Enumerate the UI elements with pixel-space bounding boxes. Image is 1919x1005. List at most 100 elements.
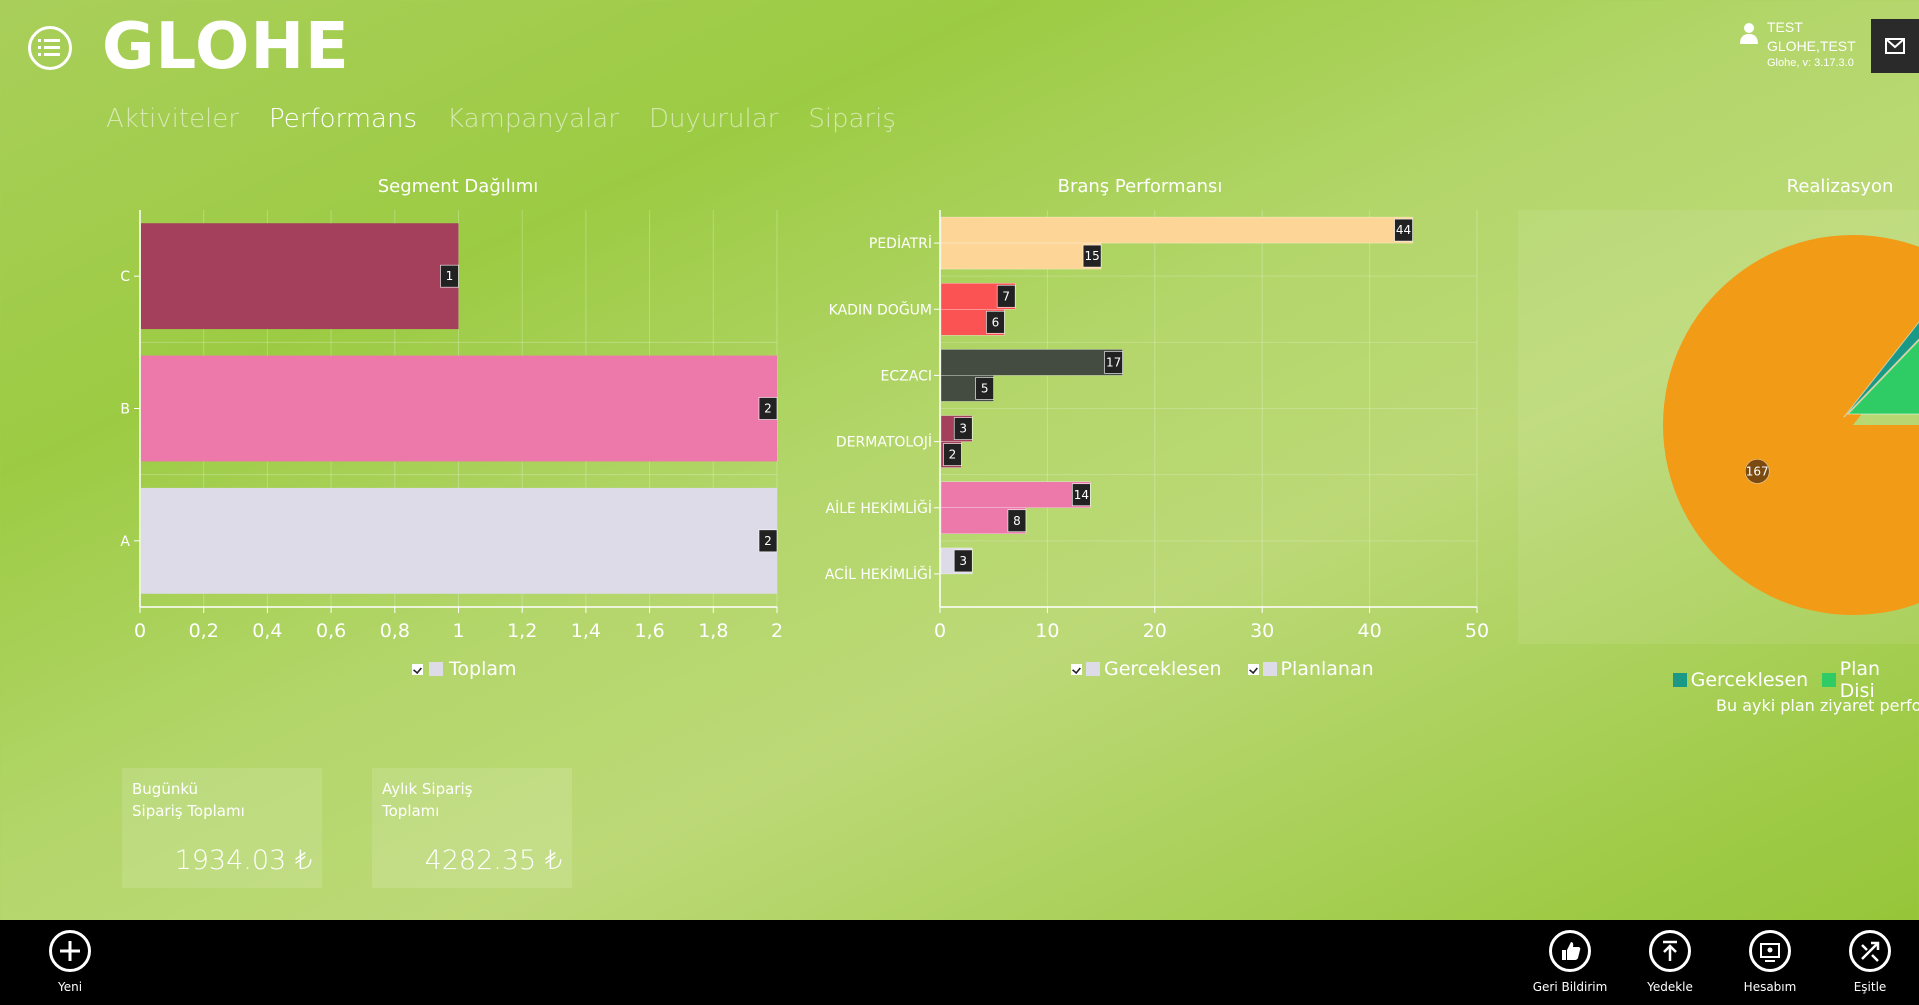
segment-legend: Toplam [412, 658, 517, 680]
brans-y-label-dermatoloji: DERMATOLOJİ [836, 433, 932, 451]
brans-label-planlanan-pedi-atri-bg [1082, 244, 1102, 268]
brans-label-planlanan-ai-le-heki-mli-i-bg [1007, 509, 1027, 533]
seg-data-label-c: 1 [440, 264, 459, 288]
seg-bar-b [141, 355, 777, 462]
brans-label-gerceklesen-ai-le-heki-mli-i-bg [1072, 483, 1091, 507]
brans-label-gerceklesen-dermatoloji: 3 [953, 417, 973, 440]
brans-label-planlanan-eczaci-bg [975, 377, 994, 400]
user-info[interactable]: TEST GLOHE,TEST Glohe, v: 3.17.3.0 [1767, 18, 1856, 70]
brans-label-gerceklesen-kadin-do-um-text: 7 [1002, 289, 1010, 303]
brans-y-label-aci-l-heki-mli-i: ACİL HEKİMLİĞİ [825, 565, 932, 583]
seg-x-tick-label: 1,8 [698, 620, 728, 642]
seg-x-tick-label: 0,8 [380, 620, 410, 642]
brans-label-gerceklesen-aci-l-heki-mli-i-text: 3 [959, 554, 967, 568]
nav-tab-duyurular[interactable]: Duyurular [648, 104, 779, 134]
seg-x-tick-label: 1 [452, 620, 464, 642]
legend-checkbox-toplam[interactable] [412, 663, 423, 675]
brans-label-planlanan-dermatoloji-text: 2 [949, 448, 957, 462]
brans-label-planlanan-kadin-do-um: 6 [986, 310, 1005, 334]
legend-swatch-gerceklesen-pie [1673, 673, 1687, 687]
daily-order-total-tile[interactable]: Bugünkü Sipariş Toplamı 1934.03 ₺ [122, 768, 322, 888]
monthly-order-total-label: Aylık Sipariş Toplamı [382, 780, 473, 820]
sync-button-label: Eşitle [1853, 980, 1887, 994]
seg-data-label-a-bg [758, 529, 778, 553]
brans-label-planlanan-dermatoloji: 2 [943, 443, 962, 466]
realizasyon-chart-title: Realizasyon [1786, 176, 1894, 197]
legend-label-gerceklesen: Gerceklesen [1104, 658, 1222, 680]
seg-y-label-c: C [120, 269, 130, 285]
brans-bar-gerceklesen-pedi-atri [940, 216, 1413, 244]
brans-chart-title: Branş Performansı [1057, 176, 1223, 197]
account-button-label: Hesabım [1743, 980, 1797, 994]
brans-y-label-eczaci: ECZACI [881, 368, 932, 384]
seg-data-label-b: 2 [758, 397, 778, 420]
feedback-button[interactable]: Geri Bildirim [1525, 930, 1615, 994]
brans-label-planlanan-ai-le-heki-mli-i: 8 [1007, 509, 1027, 533]
seg-x-tick-label: 1,4 [571, 620, 601, 642]
brans-label-planlanan-dermatoloji-bg [943, 443, 962, 466]
feedback-button-label: Geri Bildirim [1532, 980, 1608, 994]
brans-label-gerceklesen-eczaci-bg [1104, 351, 1123, 374]
brans-bar-gerceklesen-eczaci [940, 349, 1123, 376]
seg-data-label-b-text: 2 [764, 402, 772, 416]
brans-label-planlanan-pedi-atri-text: 15 [1084, 249, 1099, 263]
mail-icon [1885, 38, 1905, 54]
seg-y-label-b: B [120, 402, 130, 418]
seg-x-tick-label: 1,6 [634, 620, 664, 642]
user-icon [1740, 23, 1758, 44]
mail-button[interactable] [1871, 19, 1919, 73]
brans-label-gerceklesen-pedi-atri-text: 44 [1396, 223, 1411, 237]
pie-slice-0 [1663, 235, 1919, 615]
segment-chart: 0 0,2 0,4 0,6 0,8 1 1,2 1,4 1,6 1,8 2 C 1 B 2 A 2 [120, 210, 783, 642]
brans-label-gerceklesen-kadin-do-um-bg [996, 284, 1016, 308]
plus-icon [60, 941, 80, 961]
nav-tab-aktiviteler[interactable]: Aktiviteler [106, 104, 239, 134]
brans-label-gerceklesen-ai-le-heki-mli-i-text: 14 [1074, 488, 1089, 502]
brans-label-gerceklesen-aci-l-heki-mli-i: 3 [953, 549, 973, 573]
realizasyon-note: Bu ayki plan ziyaret perfor [1716, 696, 1919, 715]
legend-checkbox-planlanan[interactable] [1247, 663, 1259, 675]
nav-tab-kampanyalar[interactable]: Kampanyalar [447, 104, 619, 134]
backup-button[interactable]: Yedekle [1625, 930, 1715, 994]
nav-tab-siparis[interactable]: Sipariş [808, 104, 896, 134]
seg-bar-c [141, 223, 459, 330]
brans-label-gerceklesen-eczaci-text: 17 [1106, 355, 1121, 369]
main-nav: Aktiviteler Performans Kampanyalar Duyur… [106, 104, 896, 134]
monthly-order-total-value: 4282.35 ₺ [424, 845, 562, 876]
seg-x-tick-label: 1,2 [507, 620, 537, 642]
app-bar: Yeni Geri Bildirim Yedekle Hesabım Eşitl… [0, 920, 1919, 1005]
legend-label-toplam: Toplam [449, 658, 517, 680]
seg-x-tick-label: 0,4 [252, 620, 282, 642]
new-button[interactable]: Yeni [25, 930, 115, 994]
brans-chart: 0 10 20 30 40 50 PEDİATRİ 44 15 KADIN DOĞUM 76 ECZA… [825, 210, 1489, 642]
user-name: TEST [1767, 19, 1803, 35]
seg-x-tick-label: 2 [771, 620, 783, 642]
new-button-label: Yeni [57, 980, 83, 994]
legend-label-gerceklesen-pie: Gerceklesen [1690, 669, 1809, 691]
user-full-name: GLOHE,TEST [1767, 38, 1856, 54]
monthly-order-total-tile[interactable]: Aylık Sipariş Toplamı 4282.35 ₺ [372, 768, 572, 888]
upload-icon [1663, 940, 1677, 961]
brans-label-gerceklesen-dermatoloji-text: 3 [959, 422, 967, 436]
legend-checkbox-gerceklesen[interactable] [1071, 663, 1082, 675]
account-button[interactable]: Hesabım [1725, 930, 1815, 994]
legend-swatch-toplam [429, 662, 443, 676]
legend-swatch-gerceklesen [1086, 662, 1100, 676]
nav-tab-performans[interactable]: Performans [268, 104, 417, 134]
account-icon [1760, 943, 1780, 962]
brans-label-planlanan-eczaci-text: 5 [981, 381, 989, 395]
brans-label-gerceklesen-aci-l-heki-mli-i-bg [953, 549, 973, 573]
legend-swatch-plan-disi [1822, 673, 1836, 687]
sync-button[interactable]: Eşitle [1825, 930, 1915, 994]
brans-x-tick-label: 50 [1465, 620, 1489, 642]
menu-button[interactable] [28, 26, 72, 70]
seg-data-label-a: 2 [758, 529, 778, 553]
seg-x-tick-label: 0,6 [316, 620, 346, 642]
app-logo: GLOHE [102, 10, 350, 84]
brans-label-planlanan-kadin-do-um-bg [986, 310, 1005, 334]
brans-x-tick-label: 40 [1358, 620, 1382, 642]
seg-data-label-c-text: 1 [446, 269, 454, 283]
daily-order-total-value: 1934.03 ₺ [174, 845, 312, 876]
seg-x-tick-label: 0 [134, 620, 146, 642]
brans-x-tick-label: 20 [1143, 620, 1167, 642]
